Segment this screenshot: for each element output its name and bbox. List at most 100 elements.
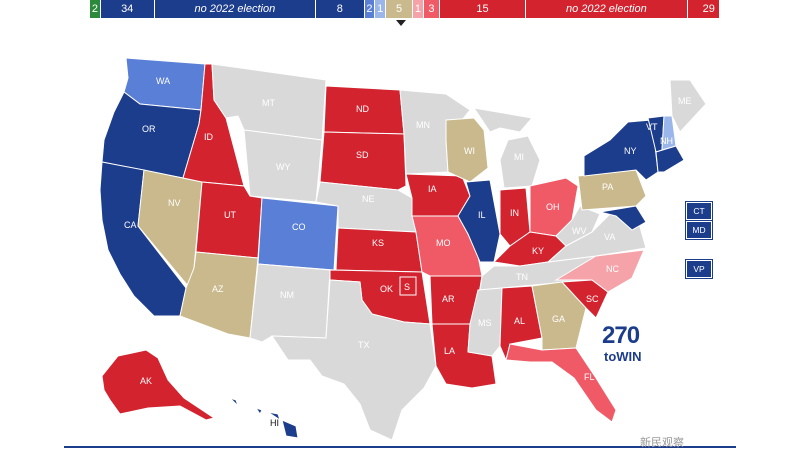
label-AL: AL	[514, 316, 525, 326]
state-WI[interactable]	[445, 117, 489, 183]
state-VA[interactable]	[546, 211, 647, 263]
label-OK: OK	[380, 284, 393, 294]
label-AR: AR	[442, 294, 455, 304]
label-TN: TN	[516, 272, 528, 282]
balance-segment: 2	[364, 0, 376, 18]
state-AK[interactable]	[101, 349, 216, 421]
label-CA: CA	[124, 220, 137, 230]
state-KS[interactable]	[335, 227, 423, 273]
label-VT: VT	[646, 122, 658, 132]
oklahoma-special-box	[399, 276, 417, 296]
balance-segment-label: no 2022 election	[194, 3, 276, 15]
side-box-label: VP	[693, 264, 705, 274]
senate-balance-bar: 2 34 no 2022 election 8 2 1 5 1 3 15 no 2022 elect…	[90, 0, 720, 18]
label-SD: SD	[356, 150, 369, 160]
state-IA[interactable]	[405, 173, 471, 217]
state-WV[interactable]	[555, 205, 601, 247]
label-NY: NY	[624, 146, 637, 156]
label-OK-special: S	[404, 282, 410, 292]
label-SC: SC	[586, 294, 599, 304]
state-TX[interactable]	[271, 279, 437, 441]
label-AZ: AZ	[212, 284, 224, 294]
label-LA: LA	[444, 346, 455, 356]
balance-segment-label: 34	[121, 3, 134, 15]
balance-segment-label: 8	[336, 3, 343, 15]
label-ME: ME	[678, 96, 692, 106]
balance-segment: 3	[423, 0, 440, 18]
label-KY: KY	[532, 246, 544, 256]
state-IL[interactable]	[457, 179, 501, 263]
balance-segment-label: 2	[91, 3, 98, 15]
label-OH: OH	[546, 202, 560, 212]
state-SD[interactable]	[319, 131, 407, 191]
label-GA: GA	[552, 314, 565, 324]
label-TX: TX	[358, 340, 370, 350]
balance-segment-label: 15	[476, 3, 489, 15]
label-MT: MT	[262, 98, 275, 108]
side-box-CT[interactable]: CT	[686, 202, 712, 220]
side-box-VP[interactable]: VP	[686, 260, 712, 278]
balance-segment: no 2022 election	[154, 0, 317, 18]
majority-marker-icon	[396, 20, 406, 26]
label-MN: MN	[416, 120, 430, 130]
balance-segment-label: no 2022 election	[565, 3, 647, 15]
state-FL[interactable]	[505, 343, 617, 423]
balance-segment: 34	[100, 0, 155, 18]
label-IL: IL	[478, 210, 486, 220]
state-HI[interactable]	[229, 397, 299, 439]
balance-segment: 15	[439, 0, 527, 18]
label-HI: HI	[270, 418, 279, 428]
label-VA: VA	[604, 232, 615, 242]
balance-segment-label: 1	[414, 3, 421, 15]
label-NH: NH	[660, 136, 673, 146]
balance-segment: 8	[316, 0, 365, 18]
balance-segment: no 2022 election	[526, 0, 688, 18]
side-box-label: CT	[693, 206, 705, 216]
label-ND: ND	[356, 104, 369, 114]
balance-segment: 29	[687, 0, 720, 18]
side-box-label: MD	[692, 225, 706, 235]
label-WI: WI	[464, 146, 475, 156]
footer-rule	[64, 446, 736, 448]
balance-segment-label: 3	[428, 3, 435, 15]
label-NM: NM	[280, 290, 294, 300]
logo-subtext: toWIN	[604, 349, 642, 364]
state-AZ[interactable]	[179, 251, 259, 339]
side-box-MD[interactable]: MD	[686, 221, 712, 239]
balance-segment: 5	[386, 0, 414, 18]
label-MI: MI	[514, 152, 524, 162]
state-ME[interactable]	[669, 79, 707, 133]
label-NC: NC	[606, 264, 619, 274]
balance-segment-label: 2	[366, 3, 373, 15]
state-NM[interactable]	[249, 263, 331, 343]
label-NV: NV	[168, 198, 181, 208]
270towin-logo[interactable]: 270 toWIN	[602, 322, 652, 366]
label-NE: NE	[362, 194, 375, 204]
label-IN: IN	[510, 208, 519, 218]
label-PA: PA	[602, 182, 613, 192]
state-NE-small[interactable]	[655, 145, 685, 173]
label-CO: CO	[292, 222, 306, 232]
label-WA: WA	[156, 76, 170, 86]
balance-segment-label: 5	[396, 3, 403, 15]
logo-number: 270	[602, 322, 640, 349]
label-AK: AK	[140, 376, 152, 386]
state-MD_small[interactable]	[599, 205, 647, 231]
label-MS: MS	[478, 318, 492, 328]
label-MO: MO	[436, 238, 451, 248]
label-IA: IA	[428, 184, 437, 194]
balance-segment: 1	[375, 0, 387, 18]
balance-segment-label: 29	[702, 3, 715, 15]
label-ID: ID	[204, 132, 214, 142]
label-OR: OR	[142, 124, 156, 134]
label-WV: WV	[572, 226, 587, 236]
state-CO[interactable]	[257, 197, 339, 271]
balance-segment-label: 1	[377, 3, 384, 15]
label-UT: UT	[224, 210, 236, 220]
label-WY: WY	[276, 162, 291, 172]
balance-segment: 1	[413, 0, 424, 18]
balance-segment: 2	[90, 0, 101, 18]
watermark: 新民观察	[640, 437, 684, 449]
label-FL: FL	[584, 372, 595, 382]
